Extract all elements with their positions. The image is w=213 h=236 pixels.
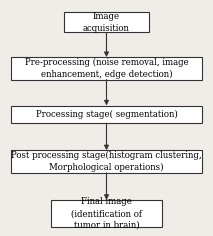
FancyBboxPatch shape — [11, 106, 202, 123]
FancyBboxPatch shape — [11, 151, 202, 173]
FancyBboxPatch shape — [64, 12, 149, 32]
FancyBboxPatch shape — [51, 200, 162, 227]
FancyBboxPatch shape — [11, 57, 202, 80]
Text: Final image
(identification of
tumor in brain): Final image (identification of tumor in … — [71, 197, 142, 230]
Text: Post processing stage(histogram clustering,
Morphological operations): Post processing stage(histogram clusteri… — [11, 151, 202, 172]
Text: Image
acquisition: Image acquisition — [83, 12, 130, 33]
Text: Pre-processing (noise removal, image
enhancement, edge detection): Pre-processing (noise removal, image enh… — [25, 58, 188, 79]
Text: Processing stage( segmentation): Processing stage( segmentation) — [36, 110, 177, 119]
